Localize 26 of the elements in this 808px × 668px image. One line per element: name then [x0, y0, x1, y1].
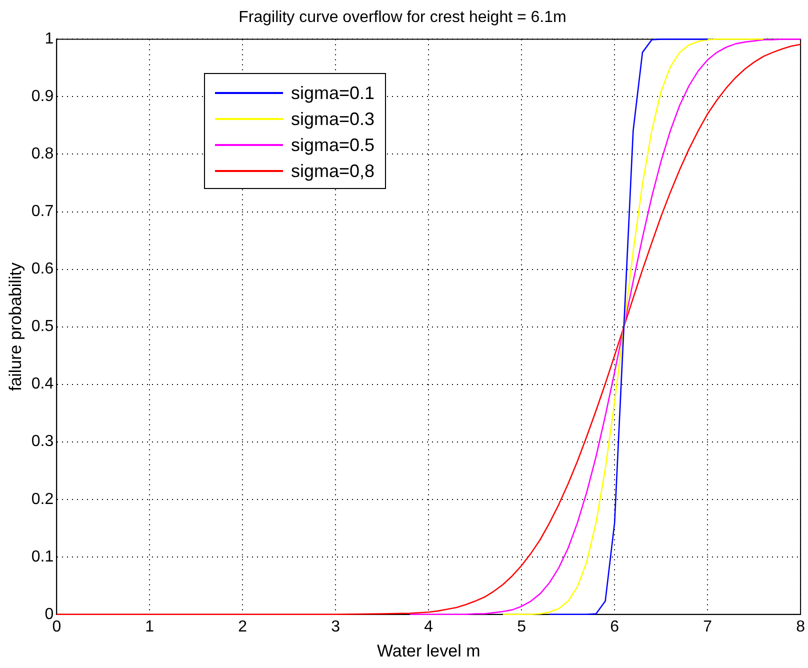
y-axis-title: failure probability — [6, 262, 25, 392]
legend-label: sigma=0.1 — [291, 82, 375, 104]
x-tick-label: 8 — [796, 618, 806, 636]
legend-label: sigma=0,8 — [291, 160, 375, 182]
x-tick-label: 6 — [610, 618, 620, 636]
y-tick-label: 0.4 — [31, 376, 54, 393]
y-tick-label: 0.6 — [31, 260, 54, 278]
y-tick-label: 0.5 — [31, 318, 54, 336]
y-tick-label: 0.8 — [31, 146, 54, 163]
chart-title: Fragility curve overflow for crest height = 6.1m — [238, 9, 566, 26]
y-tick-label: 0.2 — [31, 490, 54, 508]
legend-label: sigma=0.3 — [291, 108, 375, 130]
x-tick-label: 4 — [424, 618, 434, 636]
y-tick-label: 0.3 — [31, 433, 54, 450]
legend-label: sigma=0.5 — [291, 134, 375, 156]
y-tick-label: 0.7 — [31, 203, 54, 220]
x-tick-label: 2 — [238, 618, 248, 636]
x-axis-title: Water level m — [376, 641, 480, 660]
y-tick-label: 0.1 — [31, 548, 54, 566]
y-tick-label: 1 — [44, 30, 54, 48]
x-tick-label: 7 — [703, 618, 712, 636]
y-tick-label: 0 — [44, 606, 54, 623]
y-tick-label: 0.9 — [31, 88, 54, 106]
x-tick-label: 1 — [145, 618, 154, 636]
x-tick-label: 3 — [331, 618, 340, 636]
x-tick-label: 5 — [517, 618, 526, 636]
